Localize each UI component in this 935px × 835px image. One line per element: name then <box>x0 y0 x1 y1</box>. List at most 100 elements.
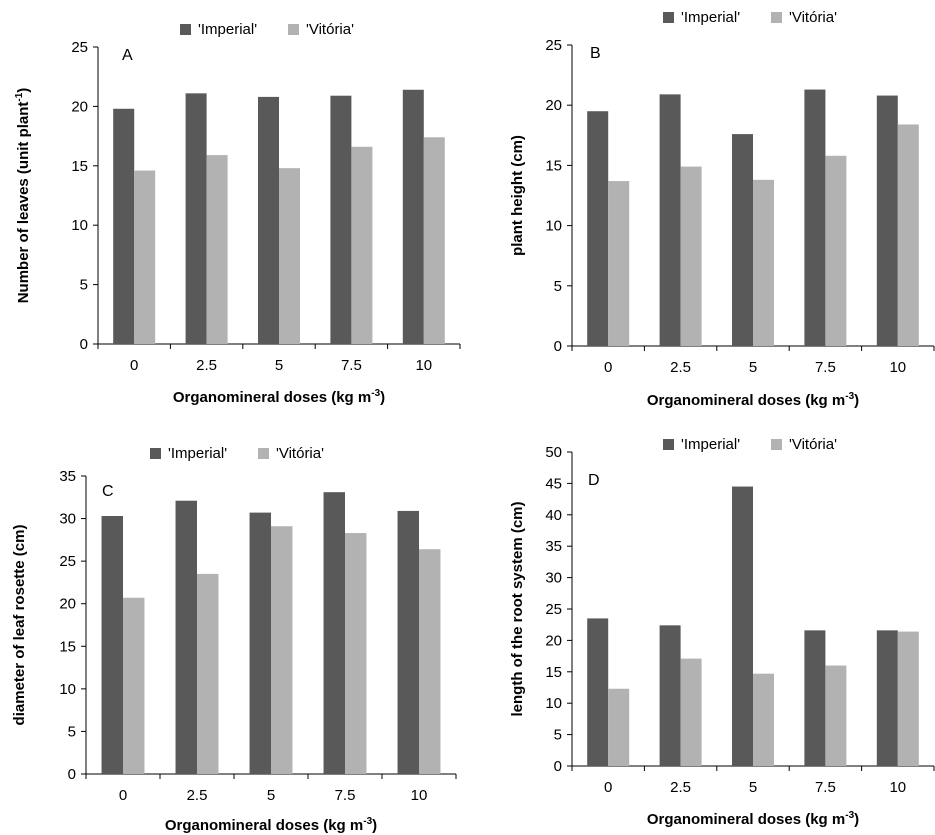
y-tick-label: 0 <box>68 766 76 783</box>
bar-imperial-0 <box>113 108 135 344</box>
bar-imperial-10 <box>876 630 898 766</box>
legend-swatch-imperial <box>663 12 674 23</box>
bar-vitoria-10 <box>419 549 441 774</box>
y-axis-label: length of the root system (cm) <box>509 501 526 716</box>
y-tick-label: 20 <box>59 596 76 613</box>
bar-imperial-7-5 <box>330 95 352 344</box>
bar-imperial-10 <box>876 95 898 347</box>
y-tick-label: 25 <box>545 37 562 54</box>
legend-label-vitoria: 'Vitória' <box>789 436 837 453</box>
bar-imperial-10 <box>397 510 419 774</box>
bar-vitoria-10 <box>897 631 919 766</box>
y-tick-label: 15 <box>545 157 562 174</box>
x-tick-label: 5 <box>275 357 283 374</box>
x-tick-label: 10 <box>889 359 906 376</box>
x-tick-label: 2.5 <box>187 787 208 804</box>
legend-swatch-imperial <box>150 448 161 459</box>
bar-vitoria-5 <box>753 179 774 346</box>
bar-imperial-0 <box>587 111 609 346</box>
panel-letter: A <box>122 47 133 64</box>
y-tick-label: 0 <box>80 336 88 353</box>
bar-imperial-5 <box>249 512 271 774</box>
x-tick-label: 5 <box>749 779 757 796</box>
bar-imperial-10 <box>402 89 424 344</box>
x-tick-label: 2.5 <box>670 359 691 376</box>
legend-label-imperial: 'Imperial' <box>681 9 740 26</box>
x-tick-label: 7.5 <box>815 779 836 796</box>
y-axis-label: Number of leaves (unit plant-1) <box>14 88 32 304</box>
y-tick-label: 5 <box>554 278 562 295</box>
bar-imperial-5 <box>732 486 753 766</box>
y-tick-label: 10 <box>545 218 562 235</box>
x-tick-label: 10 <box>889 779 906 796</box>
legend: 'Imperial' 'Vitória' <box>663 9 837 26</box>
y-tick-label: 15 <box>71 158 88 175</box>
y-tick-label: 40 <box>545 507 562 524</box>
y-axis-label: plant height (cm) <box>509 135 526 256</box>
bar-imperial-2-5 <box>185 93 207 344</box>
y-tick-label: 0 <box>554 758 562 775</box>
legend-swatch-vitoria <box>771 439 782 450</box>
bar-imperial-2-5 <box>175 500 197 774</box>
bar-vitoria-0 <box>608 688 630 766</box>
y-tick-label: 35 <box>59 468 76 485</box>
bar-vitoria-2-5 <box>197 573 219 774</box>
legend-label-imperial: 'Imperial' <box>681 436 740 453</box>
bar-imperial-5 <box>258 96 279 344</box>
legend: 'Imperial' 'Vitória' <box>663 436 837 453</box>
x-tick-label: 5 <box>749 359 757 376</box>
bar-vitoria-5 <box>271 526 293 774</box>
y-tick-label: 20 <box>71 98 88 115</box>
bar-vitoria-7-5 <box>825 665 847 766</box>
bar-vitoria-10 <box>897 124 919 347</box>
legend-swatch-imperial <box>180 24 191 35</box>
y-tick-label: 0 <box>554 338 562 355</box>
bar-imperial-5 <box>732 134 753 346</box>
bar-imperial-7-5 <box>323 492 345 774</box>
y-tick-label: 50 <box>545 444 562 461</box>
chart-panel-a: 0 5 10 15 20 25 0 2.5 5 7.5 10 'Imperial' 'Vitória' A… <box>14 21 461 406</box>
legend-label-imperial: 'Imperial' <box>198 21 257 38</box>
panel-letter: B <box>590 45 601 62</box>
bar-vitoria-5 <box>753 673 774 766</box>
legend-label-vitoria: 'Vitória' <box>789 9 837 26</box>
x-tick-label: 0 <box>604 359 612 376</box>
y-tick-label: 25 <box>59 553 76 570</box>
chart-panel-b: 0 5 10 15 20 25 0 2.5 5 7.5 10 'Imperial' 'Vitória' B… <box>509 9 935 409</box>
bar-imperial-2-5 <box>659 94 681 346</box>
chart-panel-c: 0 5 10 15 20 25 30 35 0 2.5 5 7.5 10 'Imperial' 'Vitór… <box>11 445 457 834</box>
panel-letter: D <box>588 472 600 489</box>
bar-vitoria-2-5 <box>680 166 702 346</box>
y-tick-label: 25 <box>71 39 88 56</box>
legend: 'Imperial' 'Vitória' <box>180 21 354 38</box>
legend-swatch-vitoria <box>771 12 782 23</box>
bar-imperial-0 <box>101 516 123 774</box>
y-tick-label: 5 <box>554 727 562 744</box>
y-tick-label: 20 <box>545 632 562 649</box>
legend-swatch-vitoria <box>258 448 269 459</box>
y-tick-label: 30 <box>59 511 76 528</box>
x-tick-label: 10 <box>415 357 432 374</box>
bar-vitoria-7-5 <box>825 155 847 346</box>
y-tick-label: 30 <box>545 570 562 587</box>
panel-letter: C <box>102 483 114 500</box>
x-tick-label: 0 <box>604 779 612 796</box>
legend-label-vitoria: 'Vitória' <box>276 445 324 462</box>
y-tick-label: 15 <box>59 638 76 655</box>
x-tick-label: 2.5 <box>670 779 691 796</box>
y-tick-label: 20 <box>545 97 562 114</box>
x-tick-label: 7.5 <box>815 359 836 376</box>
legend-label-imperial: 'Imperial' <box>168 445 227 462</box>
bar-vitoria-7-5 <box>351 146 373 344</box>
y-tick-label: 10 <box>545 695 562 712</box>
y-tick-label: 25 <box>545 601 562 618</box>
y-tick-label: 15 <box>545 664 562 681</box>
bar-vitoria-0 <box>123 597 145 774</box>
y-axis-label: diameter of leaf rosette (cm) <box>11 525 28 726</box>
y-tick-label: 5 <box>80 277 88 294</box>
bar-vitoria-0 <box>134 170 156 344</box>
y-tick-label: 35 <box>545 538 562 555</box>
bar-vitoria-2-5 <box>680 658 702 766</box>
bar-imperial-0 <box>587 618 609 766</box>
